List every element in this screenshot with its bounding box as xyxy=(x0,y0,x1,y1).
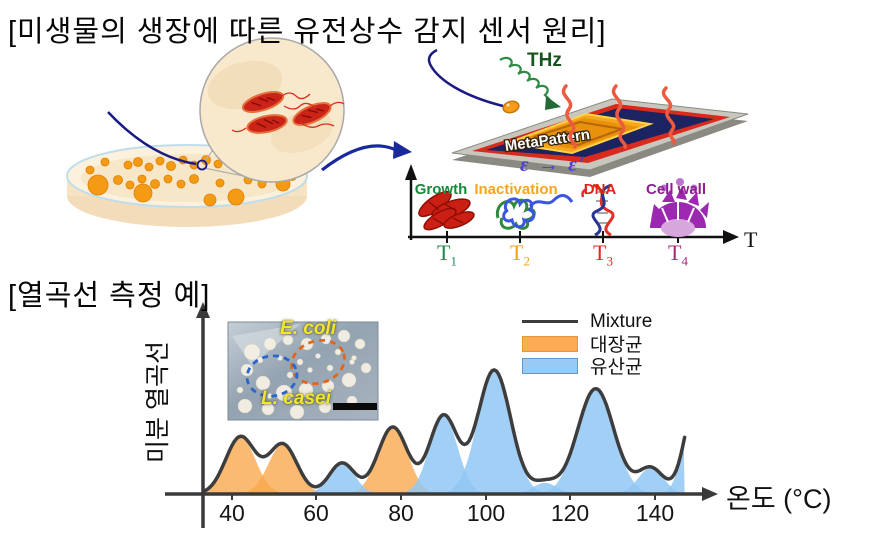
legend-label-lactic: 유산균 xyxy=(590,357,643,378)
lactic-swatch xyxy=(522,357,578,374)
legend-row-lactic: 유산균 xyxy=(522,356,652,378)
xtick-120: 120 xyxy=(550,500,590,526)
inoculation-loop-icon xyxy=(107,111,208,171)
peak-fill xyxy=(428,370,561,494)
peak-fill xyxy=(649,442,685,494)
peak-fill xyxy=(387,416,500,494)
heat-wave-icons xyxy=(561,84,676,149)
dna-icon xyxy=(581,183,615,237)
lcasei-highlight-circle xyxy=(245,354,299,398)
legend-label-ecoli: 대장균 xyxy=(590,335,643,356)
legend-row-ecoli: 대장균 xyxy=(522,334,652,356)
ecoli-highlight-circle xyxy=(290,338,346,386)
xtick-140: 140 xyxy=(635,500,675,526)
xtick-100: 100 xyxy=(466,500,506,526)
legend-row-mixture: Mixture xyxy=(522,310,653,332)
chart-legend: Mixture 대장균 유산균 xyxy=(522,310,653,378)
scale-bar xyxy=(333,403,377,410)
stage-label-inactivation: Inactivation xyxy=(474,181,558,198)
rod-bacteria xyxy=(241,90,332,134)
chart-axes xyxy=(165,302,718,528)
stage-label-cell-wall: Cell wall xyxy=(645,181,707,198)
t2-label: T2 xyxy=(510,240,530,269)
xtick-80: 80 xyxy=(388,500,414,526)
t3-label: T3 xyxy=(593,240,613,269)
xtick-60: 60 xyxy=(303,500,329,526)
time-axis-label: T xyxy=(744,227,758,252)
section2-title: [열곡선 측정 예] xyxy=(8,280,211,312)
t4-label: T4 xyxy=(668,240,688,269)
y-axis-label: 미분 열곡선 xyxy=(144,341,172,463)
peak-fill xyxy=(225,444,341,494)
section1-title: [미생물의 생장에 따른 유전상수 감지 센서 원리] xyxy=(8,16,607,48)
peak-fill xyxy=(333,427,452,494)
magnified-bacteria-illustration xyxy=(199,37,345,183)
denatured-protein-icon xyxy=(495,194,574,230)
timeline-axis xyxy=(405,164,739,244)
thz-beam-icon xyxy=(499,56,561,110)
mixture-line xyxy=(202,368,687,493)
petri-photo-inset xyxy=(227,321,379,421)
peak-fill xyxy=(204,437,300,494)
legend-label-mixture: Mixture xyxy=(590,310,653,332)
t1-label: T1 xyxy=(437,240,457,269)
cell-wall-icon xyxy=(650,178,709,237)
bacteria-icon xyxy=(418,190,475,231)
stage-label-growth: Growth xyxy=(414,181,468,198)
ecoli-swatch xyxy=(522,335,578,352)
sample-droplet-wire xyxy=(427,48,520,114)
lcasei-photo-label: L. casei xyxy=(261,388,331,409)
metapattern-chip-illustration: MetaPattern xyxy=(451,98,749,177)
xtick-40: 40 xyxy=(219,500,245,526)
flagella xyxy=(231,92,345,133)
flow-arrow-icon xyxy=(321,141,412,172)
peak-fill xyxy=(523,388,669,494)
thermal-curves xyxy=(202,368,687,494)
peak-fill xyxy=(291,463,393,494)
thz-label: THz xyxy=(527,50,562,71)
stage-label-dna: DNA xyxy=(583,181,617,198)
ecoli-photo-label: E. coli xyxy=(280,318,336,339)
mixture-line-swatch xyxy=(522,320,578,323)
peak-fill xyxy=(600,468,685,494)
permittivity-change-label: ε → ε′ xyxy=(520,152,587,176)
peak-fill xyxy=(497,482,593,494)
x-axis-label: 온도 (°C) xyxy=(726,484,832,514)
